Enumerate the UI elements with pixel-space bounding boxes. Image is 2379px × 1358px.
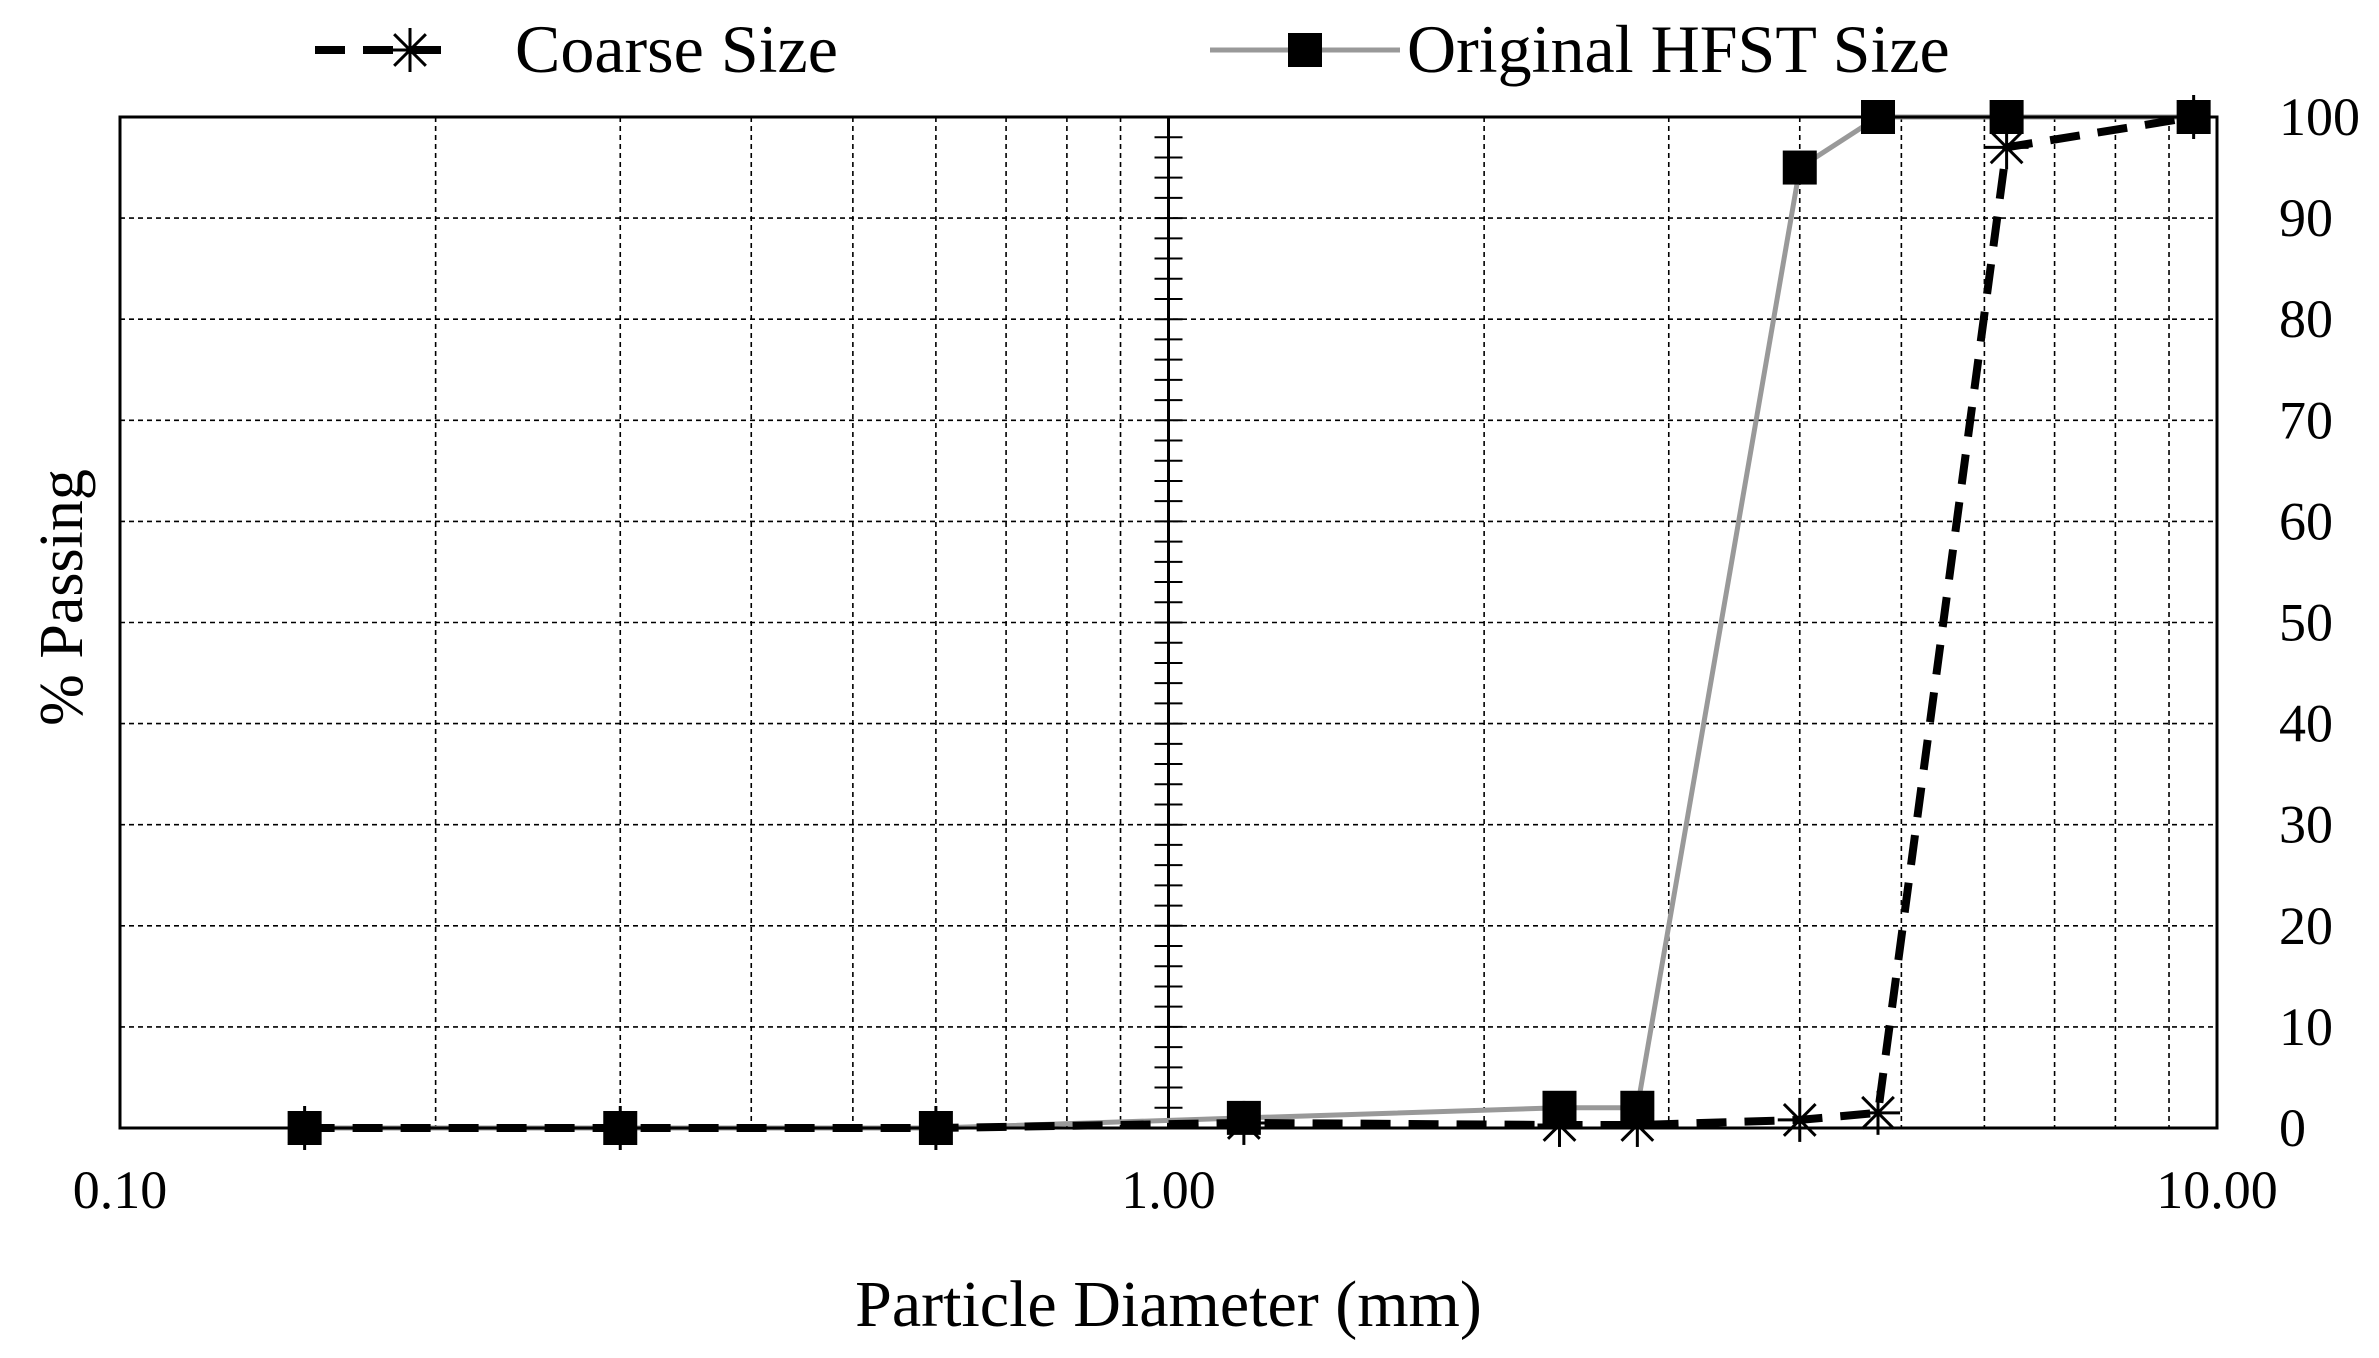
data-point [1777, 1097, 1822, 1142]
asterisk-stroke [1620, 1108, 1655, 1142]
data-point [1856, 1090, 1901, 1135]
legend-marker [388, 28, 432, 72]
y-tick-label: 50 [2279, 593, 2333, 653]
y-tick-label: 20 [2279, 896, 2333, 956]
data-point [1537, 1102, 1582, 1147]
asterisk-stroke [1989, 130, 2024, 165]
ticks-layer: 0.10 1.00 10.000 10 20 30 40 50 60 70 80 90 100 [73, 87, 2360, 1220]
asterisk-stroke [1226, 1106, 1261, 1140]
legend-label: Coarse Size [515, 11, 838, 87]
y-tick-label: 10 [2279, 997, 2333, 1057]
grid-layer [120, 117, 2217, 1128]
y-tick-label: 60 [2279, 491, 2333, 551]
plot-frame [118, 115, 2219, 1130]
legend-entry-1: Original HFST Size [1210, 11, 1950, 87]
data-point [1615, 1102, 1660, 1147]
y-tick-label: 0 [2279, 1098, 2306, 1158]
data-point [1984, 125, 2029, 170]
x-tick-label: 10.00 [2156, 1160, 2278, 1220]
asterisk-stroke [1861, 1095, 1895, 1130]
asterisk-stroke [393, 33, 427, 67]
y-tick-label: 80 [2279, 289, 2333, 349]
legend: Coarse Size Original HFST Size [315, 11, 1950, 87]
legend-entry-0: Coarse Size [315, 11, 838, 87]
y-tick-label: 90 [2279, 188, 2333, 248]
y-tick-label: 30 [2279, 795, 2333, 855]
asterisk-stroke [1782, 1103, 1817, 1137]
legend-label: Original HFST Size [1407, 11, 1950, 87]
y-tick-label: 40 [2279, 694, 2333, 754]
legend-marker [1288, 33, 1322, 67]
y-tick-label: 100 [2279, 87, 2360, 147]
y-axis-label: % Passing [28, 469, 96, 726]
data-point [1221, 1100, 1266, 1145]
x-tick-label: 1.00 [1121, 1160, 1216, 1220]
y-tick-label: 70 [2279, 390, 2333, 450]
x-axis-label: Particle Diameter (mm) [855, 1268, 1482, 1341]
x-tick-label: 0.10 [73, 1160, 168, 1220]
data-point [1782, 150, 1817, 185]
asterisk-stroke [1542, 1108, 1577, 1142]
